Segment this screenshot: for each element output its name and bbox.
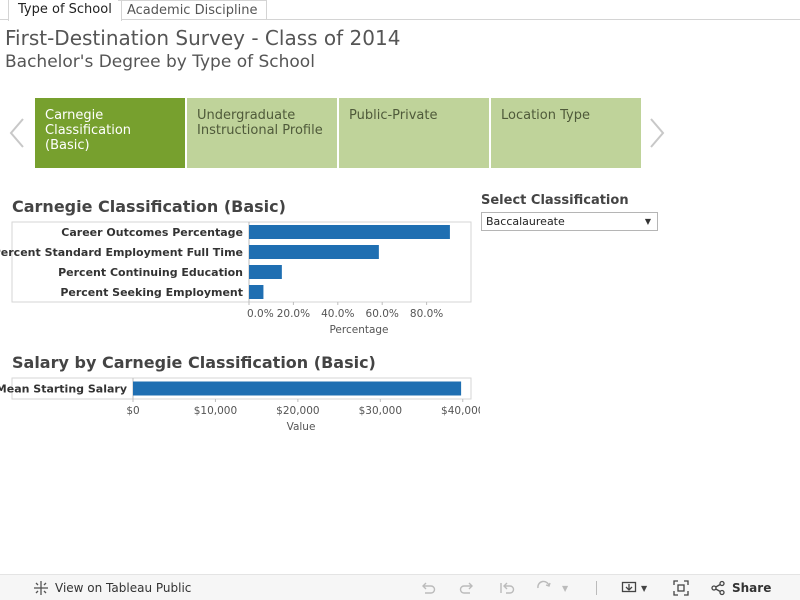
- caret-down-icon: ▼: [644, 217, 651, 226]
- download-caret-icon: ▼: [641, 583, 648, 593]
- classification-select-value: Baccalaureate: [486, 215, 565, 228]
- x-tick-label: $0: [126, 405, 139, 417]
- chart-title-carnegie: Carnegie Classification (Basic): [12, 197, 286, 216]
- tab-bar: Type of School Academic Discipline: [0, 0, 800, 21]
- download-icon[interactable]: ▼: [621, 575, 647, 600]
- slide-location-type[interactable]: Location Type: [491, 98, 641, 168]
- x-tick-label: 0.0%: [247, 308, 274, 320]
- bar[interactable]: [249, 265, 282, 279]
- x-axis-title: Value: [287, 421, 316, 433]
- undo-icon[interactable]: [420, 575, 436, 600]
- slide-carnegie-classification[interactable]: Carnegie Classification (Basic): [35, 98, 185, 168]
- divider: [596, 575, 597, 600]
- view-on-tableau-label: View on Tableau Public: [55, 581, 192, 595]
- chart-frame: [11, 377, 472, 400]
- chevron-right-icon[interactable]: [648, 116, 666, 150]
- chart-frame: [11, 221, 472, 303]
- share-button[interactable]: Share: [710, 575, 771, 600]
- x-tick-label: 40.0%: [321, 308, 354, 320]
- bar[interactable]: [249, 285, 264, 299]
- x-tick-label: $10,000: [194, 405, 237, 417]
- category-label: Career Outcomes Percentage: [61, 226, 243, 239]
- tab-academic-discipline[interactable]: Academic Discipline: [118, 0, 268, 20]
- fullscreen-icon[interactable]: [673, 575, 689, 600]
- x-tick-label: 60.0%: [366, 308, 399, 320]
- bar[interactable]: [249, 225, 450, 239]
- carnegie-bar-chart: Career Outcomes Percentage Percent Standa…: [0, 221, 472, 336]
- slide-undergraduate-instructional-profile[interactable]: Undergraduate Instructional Profile: [187, 98, 337, 168]
- category-label: Mean Starting Salary: [0, 383, 127, 396]
- select-classification-label: Select Classification: [481, 193, 629, 208]
- x-axis-title: Percentage: [329, 324, 388, 336]
- x-tick-label: 80.0%: [410, 308, 443, 320]
- refresh-icon[interactable]: ▼: [536, 575, 568, 600]
- x-tick-label: $20,000: [276, 405, 319, 417]
- tableau-toolbar: View on Tableau Public ▼ ▼ Share: [0, 574, 800, 600]
- page-subtitle: Bachelor's Degree by Type of School: [5, 52, 315, 72]
- category-label: Percent Continuing Education: [58, 266, 243, 279]
- view-on-tableau-link[interactable]: View on Tableau Public: [33, 575, 191, 600]
- page-title: First-Destination Survey - Class of 2014: [5, 26, 401, 50]
- bar[interactable]: [249, 245, 379, 259]
- classification-select[interactable]: Baccalaureate ▼: [481, 212, 658, 231]
- slide-public-private[interactable]: Public-Private: [339, 98, 489, 168]
- share-label: Share: [732, 581, 772, 595]
- tab-type-of-school[interactable]: Type of School: [8, 0, 122, 21]
- share-icon: [710, 580, 726, 596]
- tableau-logo-icon: [33, 580, 49, 596]
- chart-title-salary: Salary by Carnegie Classification (Basic…: [12, 353, 376, 372]
- salary-bar-chart: Mean Starting Salary $0 $10,000 $20,000 $30,…: [0, 377, 480, 433]
- category-label: Percent Standard Employment Full Time: [0, 246, 243, 259]
- category-label: Percent Seeking Employment: [60, 286, 243, 299]
- revert-icon[interactable]: [499, 575, 515, 600]
- x-tick-label: 20.0%: [277, 308, 310, 320]
- x-tick-label: $30,000: [359, 405, 402, 417]
- x-tick-label: $40,000: [441, 405, 480, 417]
- refresh-caret-icon: ▼: [562, 583, 569, 593]
- chevron-left-icon[interactable]: [8, 116, 26, 150]
- redo-icon[interactable]: [459, 575, 475, 600]
- bar[interactable]: [133, 381, 462, 396]
